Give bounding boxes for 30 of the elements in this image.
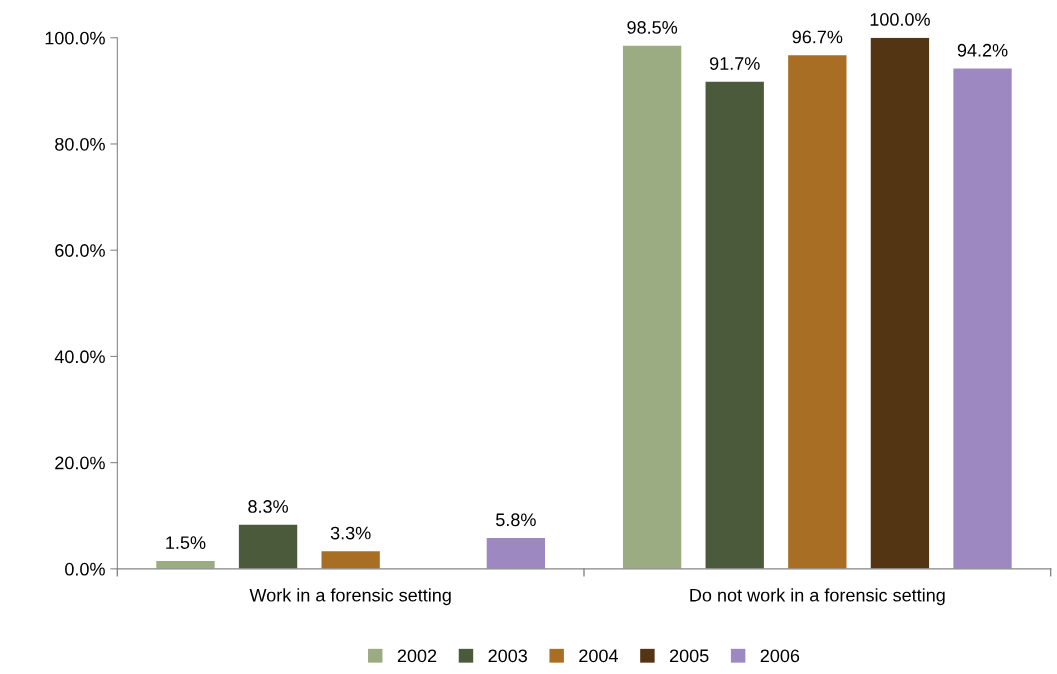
- data-label: 8.3%: [248, 500, 288, 513]
- y-tick-label: 60.0%: [55, 244, 105, 257]
- y-tick-label: 100.0%: [45, 31, 105, 45]
- data-label: 94.2%: [957, 43, 1008, 57]
- bar: [705, 81, 764, 569]
- data-label: 96.7%: [792, 30, 843, 44]
- bar: [238, 524, 298, 569]
- data-label: 91.7%: [709, 57, 760, 70]
- data-label: 1.5%: [166, 536, 206, 549]
- y-tick-label: 20.0%: [55, 456, 105, 470]
- bar: [870, 37, 930, 569]
- bar: [953, 68, 1012, 569]
- bar: [622, 45, 682, 569]
- bar: [321, 551, 380, 569]
- y-tick-label: 0.0%: [65, 562, 105, 576]
- data-label: 5.8%: [496, 513, 536, 527]
- y-tick-label: 80.0%: [55, 137, 105, 151]
- legend-label: 2002: [397, 649, 437, 663]
- data-label: 100.0%: [870, 13, 930, 26]
- bar: [486, 538, 546, 569]
- y-tick-label: 40.0%: [54, 350, 105, 364]
- legend-label: 2003: [488, 649, 528, 663]
- bar: [788, 55, 847, 569]
- x-tick-label: Do not work in a forensic setting: [690, 588, 945, 606]
- legend-label: 2006: [760, 649, 800, 663]
- legend-label: 2005: [669, 649, 709, 663]
- data-label: 3.3%: [330, 526, 371, 540]
- x-tick-label: Work in a forensic setting: [249, 588, 451, 606]
- legend-label: 2004: [579, 649, 618, 663]
- data-label: 98.5%: [627, 21, 678, 34]
